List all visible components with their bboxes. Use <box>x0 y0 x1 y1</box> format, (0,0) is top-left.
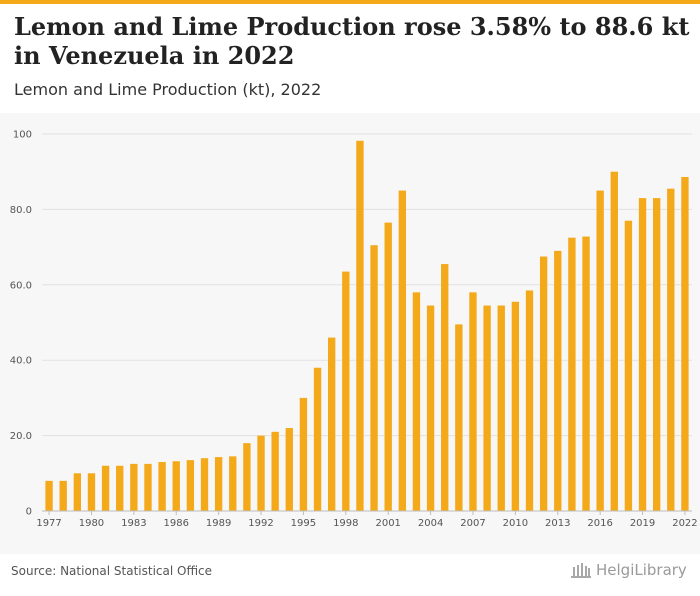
chart-subtitle: Lemon and Lime Production (kt), 2022 <box>14 80 322 99</box>
bar-1986 <box>172 461 180 511</box>
bar-2001 <box>384 222 392 511</box>
bar-2011 <box>525 290 534 511</box>
helgilibrary-logo: HelgiLibrary <box>570 561 687 579</box>
bar-2002 <box>398 190 406 512</box>
bar-1979 <box>73 473 81 511</box>
x-tick-label: 1992 <box>248 518 273 529</box>
bar-1999 <box>356 140 364 511</box>
x-tick-label: 1986 <box>164 518 189 529</box>
x-tick-label: 2019 <box>630 518 655 529</box>
x-tick-label: 2022 <box>672 518 697 529</box>
bar-1982 <box>116 465 124 511</box>
bar-1992 <box>257 435 265 511</box>
bar-2015 <box>582 236 590 511</box>
bar-2009 <box>497 305 505 511</box>
y-tick-label: 60.0 <box>10 280 32 291</box>
bar-2003 <box>412 292 421 511</box>
x-tick-label: 1995 <box>291 518 316 529</box>
bar-1978 <box>59 480 67 511</box>
bar-2004 <box>426 305 435 511</box>
bar-1984 <box>144 463 152 511</box>
bar-1997 <box>328 337 336 511</box>
chart-title: Lemon and Lime Production rose 3.58% to … <box>14 12 690 70</box>
y-tick-label: 80.0 <box>10 205 32 216</box>
bar-2022 <box>681 176 689 511</box>
bar-1985 <box>158 461 166 511</box>
bar-2012 <box>539 256 548 511</box>
x-tick-label: 2007 <box>460 518 485 529</box>
bar-1977 <box>45 480 53 511</box>
bar-1988 <box>200 458 209 511</box>
bar-1980 <box>87 473 96 511</box>
bar-1991 <box>243 443 251 511</box>
y-tick-label: 20.0 <box>10 431 32 442</box>
bar-2007 <box>469 292 477 511</box>
x-tick-label: 1977 <box>36 518 61 529</box>
source-note: Source: National Statistical Office <box>11 564 213 578</box>
bar-2016 <box>596 190 604 512</box>
bar-2006 <box>455 324 463 511</box>
bar-2021 <box>667 188 675 511</box>
bar-1987 <box>186 460 195 511</box>
bar-1995 <box>299 397 308 511</box>
y-tick-label: 100 <box>13 130 32 141</box>
x-tick-label: 2010 <box>503 518 528 529</box>
bar-chart: 0 20.0 40.0 60.0 80.0 100 1977 1980 1983 1986 1989… <box>10 130 698 530</box>
x-tick-label: 1980 <box>79 518 104 529</box>
x-tick-label: 2004 <box>418 518 443 529</box>
bar-1981 <box>101 465 110 511</box>
bar-1994 <box>285 428 293 511</box>
x-tick-label: 2016 <box>587 518 612 529</box>
bar-1993 <box>271 431 279 511</box>
bar-2005 <box>441 264 449 511</box>
bar-2008 <box>483 305 491 511</box>
bar-2000 <box>370 245 378 511</box>
bar-2013 <box>554 250 562 511</box>
bar-1996 <box>313 367 322 511</box>
bar-1989 <box>214 457 223 511</box>
brand-name: HelgiLibrary <box>596 561 687 579</box>
y-tick-label: 0 <box>26 507 32 518</box>
y-tick-label: 40.0 <box>10 356 32 367</box>
chart-panel: 0 20.0 40.0 60.0 80.0 100 1977 1980 1983 1986 1989… <box>0 113 700 554</box>
x-tick-label: 2013 <box>545 518 570 529</box>
x-tick-label: 2001 <box>375 518 400 529</box>
x-tick-label: 1989 <box>206 518 231 529</box>
library-building-icon <box>571 563 591 578</box>
bar-2017 <box>610 171 618 511</box>
x-tick-label: 1983 <box>121 518 146 529</box>
bar-2018 <box>624 220 633 511</box>
bar-2019 <box>638 198 647 511</box>
bar-1983 <box>130 463 138 511</box>
bar-2010 <box>511 301 520 511</box>
bar-1990 <box>229 456 237 511</box>
bar-2014 <box>568 237 576 512</box>
bar-2020 <box>653 198 661 511</box>
accent-top-rule <box>0 0 700 4</box>
x-tick-label: 1998 <box>333 518 358 529</box>
bar-1998 <box>342 271 350 511</box>
